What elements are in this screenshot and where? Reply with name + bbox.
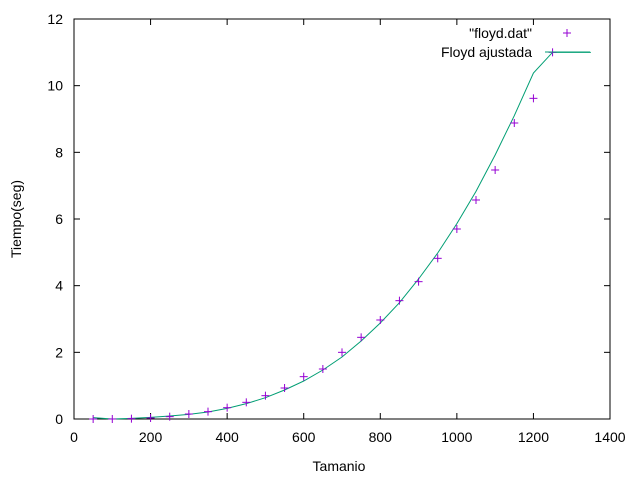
data-point-floyd-dat [108,415,117,423]
x-tick-label: 1200 [518,429,549,445]
legend-label-floyd-dat: "floyd.dat" [469,25,532,41]
y-tick-label: 0 [55,411,63,427]
legend-plus-marker [563,29,571,37]
data-point-floyd-dat [433,254,442,263]
data-point-floyd-dat [89,415,98,423]
y-tick-label: 10 [47,78,63,94]
data-point-floyd-dat [338,348,346,357]
data-point-floyd-dat [318,365,327,373]
x-tick-label: 0 [70,429,78,445]
data-point-floyd-dat [280,384,289,392]
x-tick-label: 1000 [441,429,472,445]
data-point-floyd-dat [395,296,404,305]
series-layer [89,48,591,423]
data-point-floyd-dat [127,414,136,423]
x-tick-label: 400 [215,429,239,445]
data-point-floyd-dat [299,372,308,381]
y-axis-label: Tiempo(seg) [8,180,24,258]
y-tick-label: 6 [55,211,63,227]
data-point-floyd-dat [414,277,423,286]
data-point-floyd-dat [223,403,232,412]
plot-frame [73,18,611,420]
x-tick-label: 600 [292,429,316,445]
data-point-floyd-dat [452,225,461,233]
legend-label-floyd-ajustada: Floyd ajustada [441,44,532,60]
data-point-floyd-dat [261,391,270,400]
data-point-floyd-dat [472,196,480,204]
data-point-floyd-dat [242,398,251,407]
x-axis-label: Tamanio [313,458,366,474]
data-point-floyd-dat [376,316,385,324]
series-line-floyd-ajustada [93,51,591,420]
data-point-floyd-dat [146,414,155,422]
data-point-floyd-dat [357,333,366,342]
data-point-floyd-dat [204,407,212,416]
y-tick-label: 4 [55,278,63,294]
y-tick-label: 8 [55,144,63,160]
ticks [73,18,611,420]
x-tick-label: 1400 [594,429,625,445]
legend-marker-floyd-dat [563,29,571,37]
data-point-floyd-dat [491,166,500,174]
x-tick-label: 800 [369,429,393,445]
data-point-floyd-dat [165,412,174,421]
tick-labels: 0 200 400 600 800 1000 1200 1400 0 2 4 6 8 10 12 [47,11,625,445]
data-point-floyd-dat [184,410,193,418]
y-tick-label: 12 [47,11,63,27]
x-tick-label: 200 [139,429,163,445]
data-point-floyd-dat [510,119,519,127]
data-point-floyd-dat [529,94,538,103]
y-tick-label: 2 [55,344,63,360]
legend: "floyd.dat" Floyd ajustada [441,25,590,60]
